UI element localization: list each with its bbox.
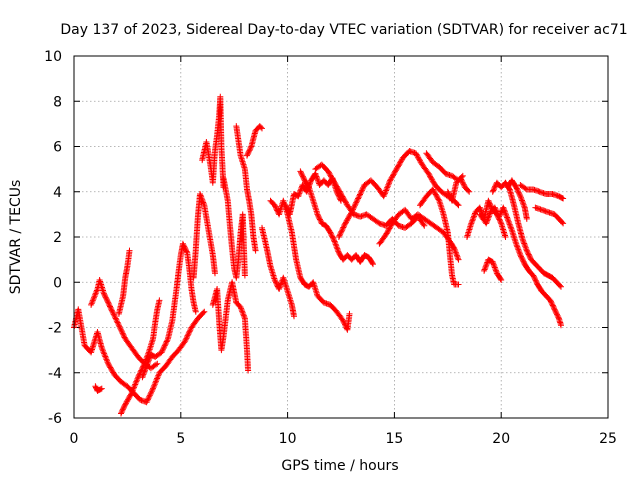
series-arc-27 — [504, 177, 530, 222]
plus-markers — [312, 161, 428, 231]
y-tick-labels: -6 -4 -2 0 2 4 6 8 10 — [44, 49, 62, 427]
series-arc-26 — [489, 179, 564, 290]
plus-markers — [209, 279, 252, 374]
series-arc-24 — [476, 204, 564, 329]
series-arc-10 — [220, 175, 248, 281]
plus-markers — [376, 206, 462, 263]
plus-markers — [267, 197, 353, 333]
plus-markers — [244, 123, 265, 159]
plus-markers — [92, 383, 105, 394]
series-arc-18 — [335, 148, 462, 240]
series-arc-9 — [209, 279, 252, 374]
plus-markers — [489, 179, 564, 290]
x-tick-label: 15 — [385, 431, 403, 447]
series-arc-12 — [244, 123, 265, 159]
series-arc-28 — [517, 182, 567, 202]
plus-markers — [233, 123, 259, 254]
y-tick-label: 6 — [53, 140, 62, 156]
gridlines — [74, 56, 608, 418]
plus-markers — [417, 186, 462, 288]
y-axis-label: SDTVAR / TECUs — [8, 180, 24, 295]
y-tick-label: -6 — [48, 411, 62, 427]
series-arc-16 — [297, 168, 376, 268]
plus-markers — [335, 148, 462, 240]
plus-markers — [139, 240, 199, 381]
series-arc-4 — [118, 297, 163, 417]
x-tick-label: 5 — [176, 431, 185, 447]
x-tick-label: 25 — [599, 431, 617, 447]
series-arc-13 — [259, 224, 297, 320]
x-tick-label: 10 — [279, 431, 297, 447]
plus-markers — [220, 175, 248, 281]
x-tick-label: 0 — [70, 431, 79, 447]
series-arc-8 — [199, 93, 227, 191]
plus-markers — [115, 247, 133, 317]
x-tick-label: 20 — [492, 431, 510, 447]
plot-frame — [73, 55, 609, 419]
y-tick-label: 0 — [53, 275, 62, 291]
y-tick-label: 8 — [53, 94, 62, 110]
plus-markers — [118, 297, 163, 417]
plus-markers — [532, 204, 567, 227]
series-arc-6 — [139, 240, 199, 381]
plus-markers — [444, 175, 473, 204]
series-arc-29 — [532, 204, 567, 227]
y-tick-label: -2 — [48, 321, 62, 337]
y-tick-label: -4 — [48, 366, 62, 382]
series-arc-2 — [92, 383, 105, 394]
y-tick-label: 4 — [53, 185, 62, 201]
series-arc-14 — [267, 197, 353, 333]
plus-markers — [190, 191, 218, 281]
series-arc-25 — [481, 256, 505, 283]
plus-markers — [481, 256, 505, 283]
y-tick-label: 2 — [53, 230, 62, 246]
plus-markers — [282, 170, 344, 218]
series-arc-19 — [376, 206, 462, 263]
plus-markers — [476, 204, 564, 329]
plus-markers — [297, 168, 376, 268]
series-arc-7 — [190, 191, 218, 281]
plus-markers — [504, 177, 530, 222]
series-arc-22 — [444, 175, 473, 204]
series-arc-20 — [417, 186, 462, 288]
series-arc-11 — [233, 123, 259, 254]
chart-title: Day 137 of 2023, Sidereal Day-to-day VTE… — [60, 22, 627, 38]
series-arc-17 — [312, 161, 428, 231]
plus-markers — [199, 93, 227, 191]
data-series — [71, 93, 567, 417]
plus-markers — [259, 224, 297, 320]
series-arc-15 — [282, 170, 344, 218]
x-axis-label: GPS time / hours — [281, 458, 398, 474]
x-tick-labels: 0 5 10 15 20 25 — [70, 431, 617, 447]
y-tick-label: 10 — [44, 49, 62, 65]
plus-markers — [517, 182, 567, 202]
series-arc-5 — [115, 247, 133, 317]
